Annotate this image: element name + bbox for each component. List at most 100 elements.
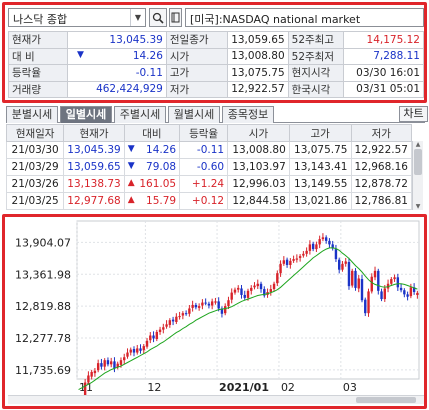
candle-body [90,371,93,377]
candle-body [237,287,240,290]
candle-body [126,352,129,357]
candle-body [364,299,367,314]
table-row[interactable]: 21/03/30 13,045.39 ▼ 14.26 -0.11 13,008.80 13,… [5,141,412,159]
candle-body [204,302,207,304]
symbol-select[interactable]: 나스닥 종합 ▼ [8,8,146,27]
candle-body [168,320,172,325]
candle-body [354,270,357,288]
column-header[interactable]: 고가 [288,124,352,142]
table-scrollbar[interactable]: ▲ ▼ [412,141,423,210]
quote-panel: 나스닥 종합 ▼ [미국]:NASDAQ national market 현재가… [2,2,427,103]
x-tick-label: 02 [281,381,295,394]
cell-price: 12,977.68 [63,192,125,210]
table-row[interactable]: 21/03/26 13,138.73 ▲ 161.05 +1.24 12,996.03 13… [5,175,412,193]
candle-body [311,243,315,250]
candle-body [230,292,233,300]
candle-body [250,287,253,291]
table-row[interactable]: 21/03/29 13,059.65 ▼ 79.08 -0.60 13,103.97 13,… [5,158,412,176]
chevron-down-icon[interactable]: ▼ [130,9,145,26]
cell-rate: -0.11 [179,141,229,159]
down-arrow-icon: ▼ [127,144,135,154]
book-button[interactable] [169,8,182,27]
quote-label: 현지시각 [287,64,345,82]
search-row: 나스닥 종합 ▼ [미국]:NASDAQ national market [8,8,424,28]
candle-body [197,306,201,308]
candle-body [344,261,347,264]
candle-body [116,363,119,368]
tab-4[interactable]: 종목정보 [222,106,274,123]
scrollbar-thumb[interactable] [414,149,422,175]
cell-price: 13,138.73 [63,175,125,193]
tab-0[interactable]: 분별시세 [6,106,58,123]
cell-date: 21/03/30 [5,141,65,159]
scroll-up-icon[interactable]: ▲ [415,141,421,148]
candle-body [272,283,276,290]
column-header[interactable]: 현재가 [63,124,125,142]
quote-row: 거래량 462,424,929 저가 12,922.57 한국시각 03/31 05:01 [8,80,424,98]
chart-button[interactable]: 차트 [399,106,428,122]
candle-body [292,259,295,261]
quote-label: 52주최고 [287,31,345,49]
candle-body [282,260,286,264]
candle-body [409,287,413,297]
tab-1[interactable]: 일별시세 [60,106,112,123]
candle-body [338,259,341,270]
symbol-value: 나스닥 종합 [13,13,68,26]
column-header[interactable]: 대비 [123,124,181,142]
quote-value: 12,922.57 [227,80,289,98]
change-value: 15.79 [146,195,177,207]
candle-body [263,289,266,296]
cell-high: 13,149.55 [288,175,352,193]
table-row[interactable]: 21/03/25 12,977.68 ▲ 15.79 +0.12 12,844.58 13,… [5,192,412,210]
scroll-down-icon[interactable]: ▼ [415,203,421,210]
up-arrow-icon: ▲ [127,178,135,188]
y-tick-label: 13,361.98 [15,268,71,281]
candle-body [132,349,136,353]
candle-body [380,291,383,300]
candle-body [334,249,338,260]
candle-body [289,260,292,265]
candle-body [123,357,126,361]
quote-label: 등락율 [8,64,68,82]
candle-body [145,340,149,347]
column-header[interactable]: 현재일자 [5,124,65,142]
tab-bar: 분별시세 일별시세 주별시세 월별시세 종목정보 차트 [6,106,428,123]
x-tick-label: 2021/01 [219,381,269,394]
cell-high: 13,143.41 [288,158,352,176]
quote-value: 7,288.11 [343,47,424,65]
candle-body [396,277,400,288]
candle-body [83,382,87,395]
search-button[interactable] [149,8,167,27]
cell-low: 12,922.57 [350,141,412,159]
chart-scrollbar-thumb[interactable] [356,397,416,403]
chart-scrollbar[interactable] [8,395,424,404]
candle-body [165,324,168,327]
candle-body [184,313,188,315]
cell-date: 21/03/29 [5,158,65,176]
candle-body [201,302,204,306]
candle-body [393,277,396,280]
column-header[interactable]: 시가 [227,124,290,142]
cell-price: 13,059.65 [63,158,125,176]
column-header[interactable]: 저가 [350,124,412,142]
quote-row: 대 비 ▼ 14.26 시가 13,008.80 52주최저 7,288.11 [8,47,424,65]
candle-body [106,360,110,365]
tab-2[interactable]: 주별시세 [114,106,166,123]
y-tick-label: 12,277.78 [15,332,71,345]
column-header[interactable]: 등락율 [179,124,229,142]
tab-3[interactable]: 월별시세 [168,106,220,123]
plot-frame [76,220,420,380]
quote-value: 03/31 05:01 [343,80,424,98]
candle-body [351,270,354,286]
candle-body [181,313,185,316]
quote-label: 대 비 [8,47,68,65]
candle-body [324,237,328,241]
candle-body [113,361,116,369]
candle-body [142,346,145,351]
candle-body [129,349,132,353]
quote-value: 13,075.75 [227,64,289,82]
candle-body [240,288,243,295]
candle-body [162,327,165,330]
candle-body [386,283,390,289]
price-chart-panel: 13,904.07 13,361.98 12,819.88 12,277.78 11,7… [2,214,427,409]
